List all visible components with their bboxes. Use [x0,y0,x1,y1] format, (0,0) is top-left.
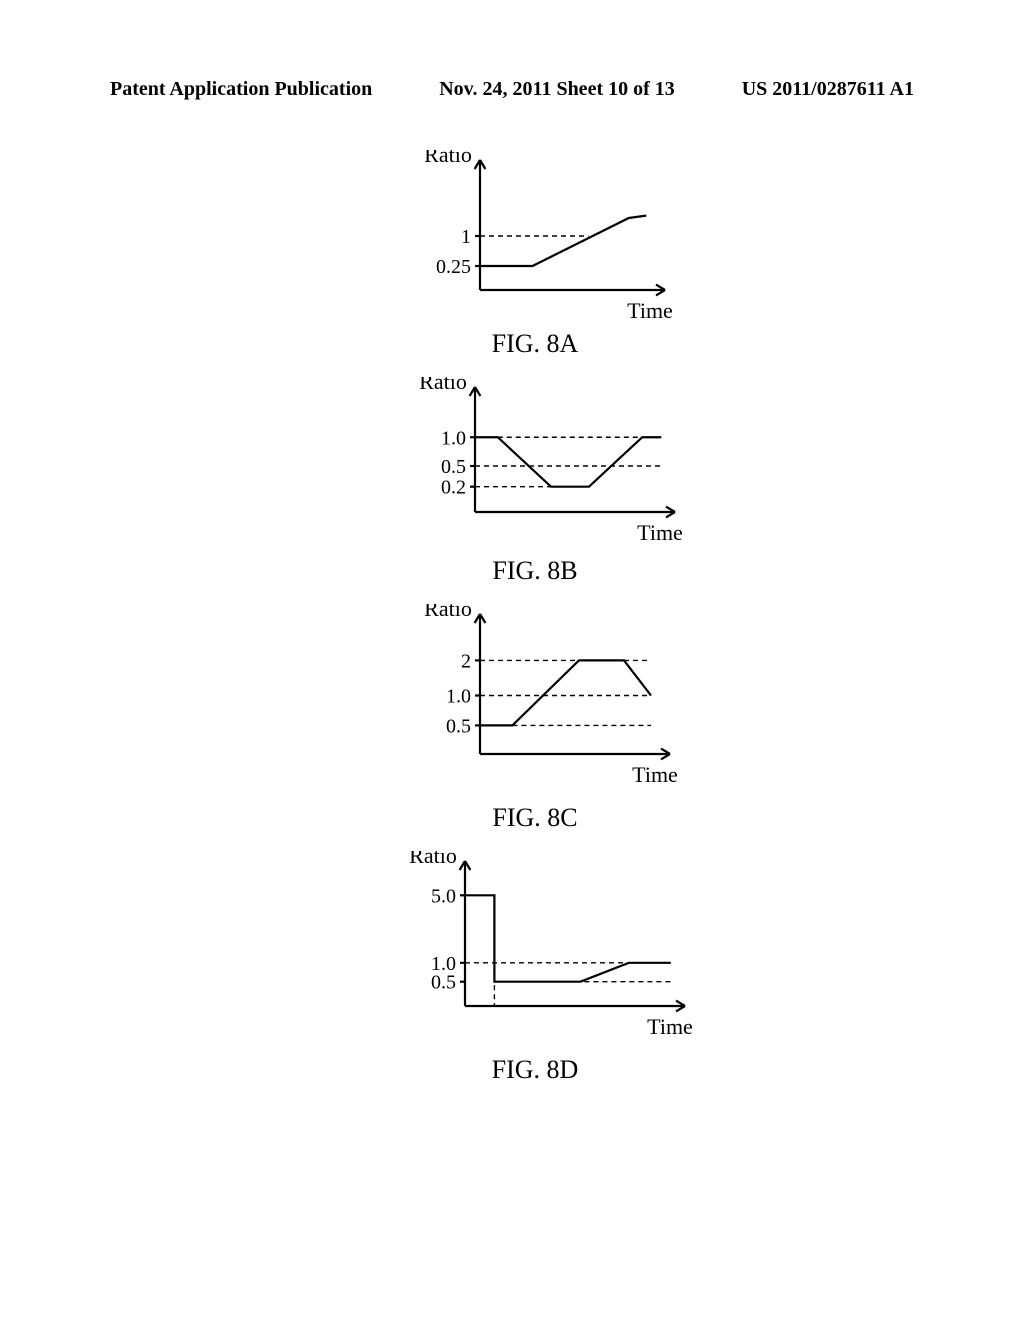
curve-8D [465,895,671,981]
x-axis-label: Time [637,520,683,545]
chart-block-8D: 5.01.00.5E/GRatioTimeFIG. 8D [315,851,755,1085]
curve-8B [475,437,661,486]
x-axis-label: Time [647,1014,693,1039]
figure-caption-8C: FIG. 8C [315,803,755,833]
ytick-label: 5.0 [431,885,456,907]
y-axis-label-bottom: Ratio [424,604,472,621]
ytick-label: 0.2 [441,477,466,499]
y-axis-label-bottom: Ratio [409,851,457,868]
y-axis-label-bottom: Ratio [419,377,467,394]
header-right: US 2011/0287611 A1 [742,78,914,101]
ytick-label: 0.5 [441,456,466,478]
ytick-label: 0.25 [436,256,471,278]
ytick-label: 0.5 [446,715,471,737]
chart-8B: 1.00.50.2E/GRatioTime [375,377,695,552]
ytick-label: 0.5 [431,972,456,994]
chart-8D: 5.01.00.5E/GRatioTime [365,851,705,1051]
curve-8C [480,660,651,725]
figure-caption-8A: FIG. 8A [315,329,755,359]
header-center: Nov. 24, 2011 Sheet 10 of 13 [439,78,675,101]
curve-8A [480,216,646,266]
header-left: Patent Application Publication [110,78,372,101]
y-axis-label-bottom: Ratio [424,150,472,167]
ytick-label: 2 [461,650,471,672]
chart-block-8C: 21.00.5E/GRatioTimeFIG. 8C [315,604,755,833]
ytick-label: 1.0 [441,427,466,449]
page-header: Patent Application Publication Nov. 24, … [0,78,1024,101]
x-axis-label: Time [632,762,678,787]
figure-caption-8B: FIG. 8B [315,556,755,586]
ytick-label: 1.0 [446,686,471,708]
chart-block-8A: 10.25E/GRatioTimeFIG. 8A [315,150,755,359]
ytick-label: 1 [461,226,471,248]
chart-8A: 10.25E/GRatioTime [385,150,685,325]
chart-8C: 21.00.5E/GRatioTime [380,604,690,799]
charts-column: 10.25E/GRatioTimeFIG. 8A1.00.50.2E/GRati… [315,150,755,1103]
chart-block-8B: 1.00.50.2E/GRatioTimeFIG. 8B [315,377,755,586]
figure-caption-8D: FIG. 8D [315,1055,755,1085]
x-axis-label: Time [627,298,673,323]
